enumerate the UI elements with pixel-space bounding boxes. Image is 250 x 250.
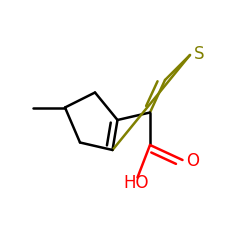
Text: O: O xyxy=(186,152,199,170)
Text: S: S xyxy=(194,45,204,63)
Text: HO: HO xyxy=(124,174,149,192)
